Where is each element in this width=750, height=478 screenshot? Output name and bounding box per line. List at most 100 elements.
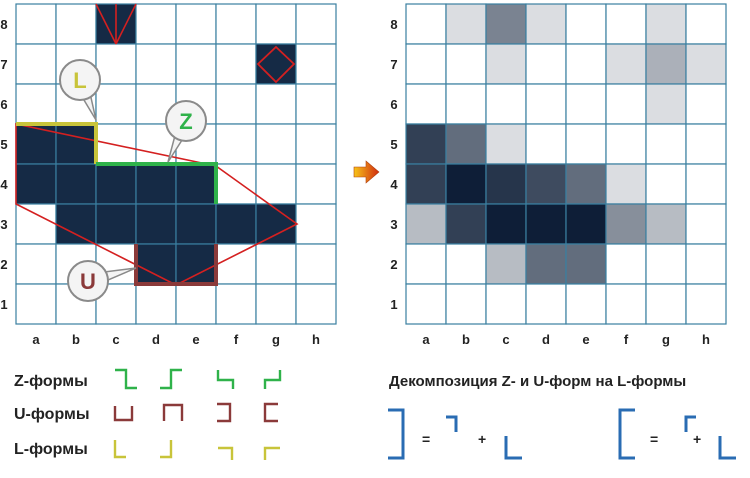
cell-g7 xyxy=(645,43,687,85)
cell-a7 xyxy=(15,43,57,85)
l-form-2-icon xyxy=(160,440,173,459)
row-label: 7 xyxy=(0,57,7,72)
cell-a6 xyxy=(15,83,57,125)
cell-f6 xyxy=(215,83,257,125)
row-label: 2 xyxy=(390,257,397,272)
cell-g6 xyxy=(255,83,297,125)
cell-c4 xyxy=(95,163,137,205)
cell-a7 xyxy=(405,43,447,85)
decomposition-shapes xyxy=(388,408,736,460)
cell-h2 xyxy=(685,243,727,285)
cell-f8 xyxy=(605,3,647,45)
cell-c3 xyxy=(485,203,527,245)
row-label: 3 xyxy=(0,217,7,232)
cell-c5 xyxy=(95,123,137,165)
cell-a6 xyxy=(405,83,447,125)
callout-u-letter: U xyxy=(80,269,96,294)
cell-e6 xyxy=(565,83,607,125)
cell-c3 xyxy=(95,203,137,245)
col-label: c xyxy=(112,332,119,347)
decomp-u-shape-icon xyxy=(388,408,405,460)
z-form-1-icon xyxy=(115,368,137,390)
convex-hull-outline xyxy=(15,123,299,286)
cell-a2 xyxy=(405,243,447,285)
cell-d8 xyxy=(525,3,567,45)
col-label: c xyxy=(502,332,509,347)
cell-a3 xyxy=(15,203,57,245)
cell-e3 xyxy=(175,203,217,245)
u-shape-outline xyxy=(134,244,218,286)
callout-z-letter: Z xyxy=(179,109,192,134)
u-forms-label: U-формы xyxy=(14,406,90,423)
cell-f6 xyxy=(605,83,647,125)
cell-f1 xyxy=(605,283,647,325)
cell-h8 xyxy=(295,3,337,45)
cell-d3 xyxy=(525,203,567,245)
cell-d2 xyxy=(135,243,177,285)
l-form-4-icon xyxy=(263,446,280,460)
cell-b5 xyxy=(445,123,487,165)
cell-h5 xyxy=(685,123,727,165)
cell-f5 xyxy=(605,123,647,165)
cell-d7 xyxy=(525,43,567,85)
cell-c6 xyxy=(485,83,527,125)
cell-g8 xyxy=(255,3,297,45)
l-shape-outline xyxy=(16,122,98,164)
row-label: 5 xyxy=(0,137,7,152)
z-form-2-icon xyxy=(160,368,182,390)
decomp-l2-bottom-icon xyxy=(718,436,736,460)
cell-b4 xyxy=(445,163,487,205)
decomp-l2-top-icon xyxy=(684,415,696,432)
transition-arrow-icon xyxy=(353,160,380,184)
cell-h6 xyxy=(295,83,337,125)
cell-c6 xyxy=(95,83,137,125)
callout-l-letter: L xyxy=(73,68,86,93)
cell-h7 xyxy=(685,43,727,85)
cell-g2 xyxy=(645,243,687,285)
col-label: d xyxy=(542,332,550,347)
cell-f5 xyxy=(215,123,257,165)
cell-h2 xyxy=(295,243,337,285)
cell-e1 xyxy=(175,283,217,325)
col-label: h xyxy=(312,332,320,347)
col-label: a xyxy=(32,332,40,347)
cell-b8 xyxy=(445,3,487,45)
plus-sign-2: + xyxy=(693,431,701,447)
cell-b4 xyxy=(55,163,97,205)
l-form-1-icon xyxy=(113,440,126,459)
cell-g2 xyxy=(255,243,297,285)
cell-b8 xyxy=(55,3,97,45)
equals-sign-2: = xyxy=(650,431,658,447)
u-form-1-icon xyxy=(113,406,134,422)
cell-a1 xyxy=(405,283,447,325)
cell-a8 xyxy=(405,3,447,45)
u-form-4-icon xyxy=(263,402,278,423)
row-label: 1 xyxy=(390,297,397,312)
cell-e4 xyxy=(175,163,217,205)
cell-h5 xyxy=(295,123,337,165)
cell-b2 xyxy=(445,243,487,285)
col-label: f xyxy=(624,332,629,347)
cell-d6 xyxy=(525,83,567,125)
cell-g3 xyxy=(645,203,687,245)
cell-g1 xyxy=(255,283,297,325)
cell-h4 xyxy=(685,163,727,205)
cell-h7 xyxy=(295,43,337,85)
cell-e2 xyxy=(565,243,607,285)
left-board-overlay xyxy=(15,3,299,286)
row-label: 4 xyxy=(0,177,8,192)
col-label: g xyxy=(662,332,670,347)
col-label: d xyxy=(152,332,160,347)
row-label: 5 xyxy=(390,137,397,152)
cell-f1 xyxy=(215,283,257,325)
cell-g6 xyxy=(645,83,687,125)
cell-c7 xyxy=(95,43,137,85)
cell-d4 xyxy=(135,163,177,205)
cell-h8 xyxy=(685,3,727,45)
cell-c8 xyxy=(485,3,527,45)
equals-sign-1: = xyxy=(422,431,430,447)
cell-f2 xyxy=(215,243,257,285)
cell-a4 xyxy=(405,163,447,205)
cell-e8 xyxy=(565,3,607,45)
